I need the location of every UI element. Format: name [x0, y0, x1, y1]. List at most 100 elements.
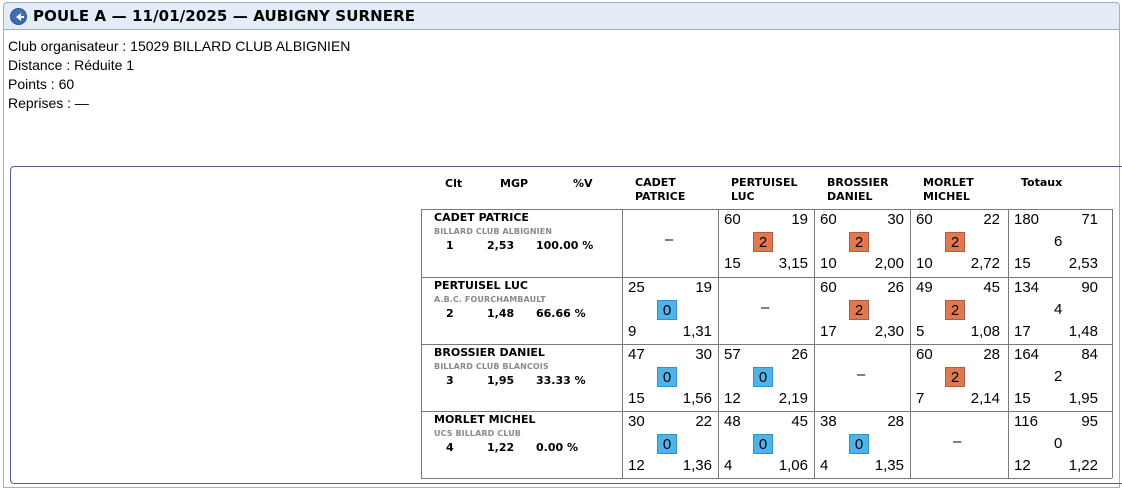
- points-scored: 49: [916, 279, 933, 296]
- player-name: MORLET MICHEL: [434, 413, 536, 426]
- innings: 15: [724, 255, 741, 272]
- grid-line: [1008, 209, 1009, 478]
- opponent-points: 28: [983, 346, 1000, 363]
- player-name: PERTUISEL LUC: [434, 279, 528, 292]
- average: 1,48: [1068, 323, 1098, 340]
- self-match-dash: –: [857, 366, 866, 383]
- average: 2,30: [874, 323, 904, 340]
- match-loss-badge: 0: [657, 434, 677, 454]
- player-mgp: 2,53: [487, 239, 515, 252]
- player-mgp: 1,95: [487, 374, 515, 387]
- player-pct-victories: 66.66 %: [536, 307, 586, 320]
- player-club: BILLARD CLUB ALBIGNIEN: [434, 227, 553, 236]
- average: 1,22: [1068, 457, 1098, 474]
- match-loss-badge: 0: [753, 434, 773, 454]
- self-match-dash: –: [665, 231, 674, 248]
- grid-line: [421, 344, 1112, 345]
- col-header-opponent: MORLET MICHEL: [923, 176, 974, 203]
- points-scored: 47: [628, 346, 645, 363]
- average: 1,31: [682, 323, 712, 340]
- player-rank: 1: [446, 239, 454, 252]
- player-mgp: 1,48: [487, 307, 515, 320]
- match-win-badge: 2: [849, 232, 869, 252]
- average: 1,56: [682, 390, 712, 407]
- tournament-info: Club organisateur : 15029 BILLARD CLUB A…: [8, 37, 350, 113]
- points-scored: 164: [1014, 346, 1040, 363]
- player-pct-victories: 100.00 %: [536, 239, 594, 252]
- average: 3,15: [778, 255, 808, 272]
- player-rank: 3: [446, 374, 454, 387]
- back-arrow-icon[interactable]: [10, 7, 27, 25]
- opponent-points: 90: [1081, 279, 1098, 296]
- points: Points : 60: [8, 76, 75, 92]
- match-win-badge: 2: [945, 300, 965, 320]
- points-scored: 57: [724, 346, 741, 363]
- average: 2,53: [1068, 255, 1098, 272]
- player-name: CADET PATRICE: [434, 211, 529, 224]
- match-points-total: 4: [1054, 301, 1063, 318]
- average: 1,06: [778, 457, 808, 474]
- innings: 4: [820, 457, 829, 474]
- grid-line: [421, 209, 1112, 210]
- player-rank: 4: [446, 441, 454, 454]
- average: 1,36: [682, 457, 712, 474]
- grid-line: [421, 478, 1112, 479]
- opponent-points: 71: [1081, 211, 1098, 228]
- organizer-club: Club organisateur : 15029 BILLARD CLUB A…: [8, 38, 351, 54]
- innings: 9: [628, 323, 637, 340]
- innings: 17: [820, 323, 837, 340]
- points-scored: 60: [820, 279, 837, 296]
- match-points-total: 0: [1054, 435, 1063, 452]
- col-header-clt: Clt: [445, 177, 463, 190]
- grid-line: [421, 277, 1112, 278]
- grid-line: [1112, 209, 1113, 478]
- opponent-points: 19: [791, 211, 808, 228]
- col-header-opponent: BROSSIER DANIEL: [827, 176, 889, 203]
- match-win-badge: 2: [945, 367, 965, 387]
- match-win-badge: 2: [753, 232, 773, 252]
- innings: 5: [916, 323, 925, 340]
- opponent-points: 45: [983, 279, 1000, 296]
- innings: 12: [1014, 457, 1031, 474]
- average: 2,72: [970, 255, 1000, 272]
- player-club: UCS BILLARD CLUB: [434, 429, 521, 438]
- grid-line: [421, 209, 422, 478]
- points-scored: 60: [820, 211, 837, 228]
- player-club: A.B.C. FOURCHAMBAULT: [434, 295, 546, 304]
- opponent-points: 30: [887, 211, 904, 228]
- average: 2,14: [970, 390, 1000, 407]
- distance: Distance : Réduite 1: [8, 57, 135, 73]
- reprises: Reprises : —: [8, 95, 89, 111]
- opponent-points: 30: [695, 346, 712, 363]
- content-frame: [3, 30, 1120, 488]
- opponent-points: 84: [1081, 346, 1098, 363]
- innings: 10: [916, 255, 933, 272]
- page-header: POULE A — 11/01/2025 — AUBIGNY SURNERE: [3, 2, 1120, 30]
- match-loss-badge: 0: [657, 367, 677, 387]
- self-match-dash: –: [953, 433, 962, 450]
- grid-line: [814, 209, 815, 478]
- points-scored: 25: [628, 279, 645, 296]
- match-win-badge: 2: [849, 300, 869, 320]
- average: 2,00: [874, 255, 904, 272]
- col-header-mgp: MGP: [500, 177, 529, 190]
- points-scored: 116: [1014, 413, 1038, 430]
- player-rank: 2: [446, 307, 454, 320]
- points-scored: 134: [1014, 279, 1040, 296]
- innings: 15: [1014, 255, 1031, 272]
- col-header-pct-victories: %V: [573, 177, 593, 190]
- grid-line: [910, 209, 911, 478]
- points-scored: 60: [724, 211, 741, 228]
- match-loss-badge: 0: [849, 434, 869, 454]
- opponent-points: 26: [887, 279, 904, 296]
- points-scored: 30: [628, 413, 645, 430]
- average: 1,08: [970, 323, 1000, 340]
- opponent-points: 45: [791, 413, 808, 430]
- player-pct-victories: 33.33 %: [536, 374, 586, 387]
- player-name: BROSSIER DANIEL: [434, 346, 545, 359]
- opponent-points: 19: [695, 279, 712, 296]
- opponent-points: 22: [695, 413, 712, 430]
- grid-line: [718, 209, 719, 478]
- match-loss-badge: 0: [753, 367, 773, 387]
- innings: 17: [1014, 323, 1031, 340]
